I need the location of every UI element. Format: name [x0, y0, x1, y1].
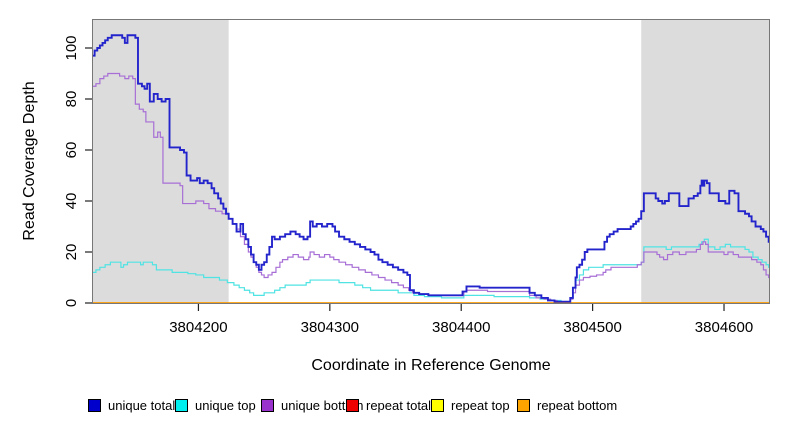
repeat-region-shading: [92, 19, 770, 304]
series-line-unique-top: [92, 238, 770, 303]
y-tick-label: 80: [63, 91, 80, 108]
x-tick-label: 3804500: [563, 319, 621, 336]
y-tick-label: 0: [63, 299, 80, 307]
y-tick-label: 60: [63, 142, 80, 159]
legend-swatch-repeat-total: [346, 398, 359, 412]
x-tick-label: 3804600: [695, 319, 753, 336]
legend-label: repeat top: [451, 397, 510, 413]
legend-swatch-unique-bottom: [261, 398, 274, 412]
legend-swatch-unique-total: [88, 398, 101, 412]
y-tick-label: 100: [63, 35, 80, 60]
legend-item-repeat-bottom: repeat bottom: [517, 394, 617, 416]
legend-label: unique bottom: [281, 397, 364, 413]
legend-item-unique-total: unique total: [88, 394, 175, 416]
y-axis-title: Read Coverage Depth: [21, 81, 38, 240]
y-tick-label: 20: [63, 244, 80, 261]
x-tick-label: 3804400: [432, 319, 490, 336]
legend-swatch-unique-top: [175, 398, 188, 412]
x-axis-title: Coordinate in Reference Genome: [311, 357, 551, 374]
x-tick-label: 3804200: [169, 319, 227, 336]
legend-label: repeat bottom: [537, 397, 618, 413]
axes-and-ticks: 3804200 3804300 3804400 3804500 3804600 0 20 40…: [63, 35, 753, 336]
legend-item-unique-bottom: unique bottom: [261, 394, 363, 416]
legend-item-repeat-total: repeat total: [346, 394, 431, 416]
legend-label: repeat total: [366, 397, 432, 413]
legend-label: unique total: [108, 397, 176, 413]
legend-swatch-repeat-bottom: [517, 398, 530, 412]
series-line-unique-total: [92, 34, 770, 303]
shaded-region-0: [92, 19, 229, 304]
legend-item-unique-top: unique top: [175, 394, 256, 416]
x-tick-label: 3804300: [301, 319, 359, 336]
y-tick-label: 40: [63, 193, 80, 210]
series-line-unique-bottom: [92, 72, 770, 303]
legend-item-repeat-top: repeat top: [431, 394, 510, 416]
legend: unique total unique top unique bottom repea…: [0, 394, 792, 418]
legend-swatch-repeat-top: [431, 398, 444, 412]
legend-label: unique top: [195, 397, 256, 413]
plot-canvas: 3804200 3804300 3804400 3804500 3804600 0 20 40…: [21, 19, 770, 336]
plot-border-box: [92, 19, 770, 304]
shaded-region-1: [641, 19, 770, 304]
